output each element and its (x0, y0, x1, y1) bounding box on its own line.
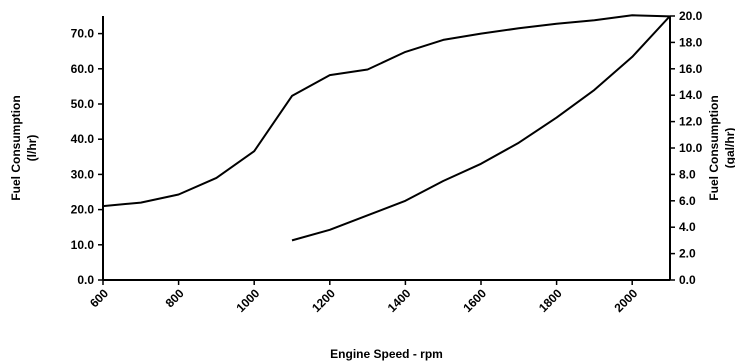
left-y-tick-label: 40.0 (71, 132, 95, 146)
right-y-tick-label: 20.0 (679, 9, 703, 23)
right-y-tick-label: 10.0 (679, 141, 703, 155)
left-y-tick-label: 30.0 (71, 167, 95, 181)
right-y-tick-label: 6.0 (679, 194, 696, 208)
left-y-tick-label: 50.0 (71, 97, 95, 111)
left-y-axis-title: Fuel Consumption (l/hr) (9, 95, 39, 200)
tick-marks (98, 15, 675, 285)
x-tick-label: 800 (163, 286, 187, 310)
x-tick-label: 600 (87, 286, 111, 310)
axes (102, 16, 671, 281)
series-lines (102, 14, 671, 242)
x-tick-label: 1400 (385, 286, 414, 315)
left-y-tick-label: 0.0 (77, 273, 94, 287)
right-y-tick-label: 16.0 (679, 62, 703, 76)
right-y-tick-label: 18.0 (679, 35, 703, 49)
left-y-tick-label: 20.0 (71, 203, 95, 217)
gal-per-hour-line (291, 15, 671, 242)
x-tick-label: 1600 (460, 286, 489, 315)
litres-per-hour-line (102, 14, 671, 208)
right-y-tick-label: 12.0 (679, 115, 703, 129)
x-tick-label: 1200 (309, 286, 338, 315)
right-y-tick-label: 2.0 (679, 247, 696, 261)
right-y-tick-label: 14.0 (679, 88, 703, 102)
x-tick-label: 1800 (536, 286, 565, 315)
right-y-tick-label: 0.0 (679, 273, 696, 287)
x-tick-label: 2000 (612, 286, 641, 315)
tick-labels: 0.0 10.0 20.0 30.0 40.0 50.0 60.0 70.0 0.0 2.0 4.0… (71, 9, 703, 315)
right-y-tick-label: 8.0 (679, 167, 696, 181)
left-y-tick-label: 70.0 (71, 27, 95, 41)
x-axis-title: Engine Speed - rpm (330, 347, 443, 361)
right-y-axis-title: Fuel Consumption (gal/hr) (707, 95, 735, 200)
right-y-tick-label: 4.0 (679, 220, 696, 234)
left-y-tick-label: 10.0 (71, 238, 95, 252)
left-y-tick-label: 60.0 (71, 62, 95, 76)
x-tick-label: 1000 (234, 286, 263, 315)
